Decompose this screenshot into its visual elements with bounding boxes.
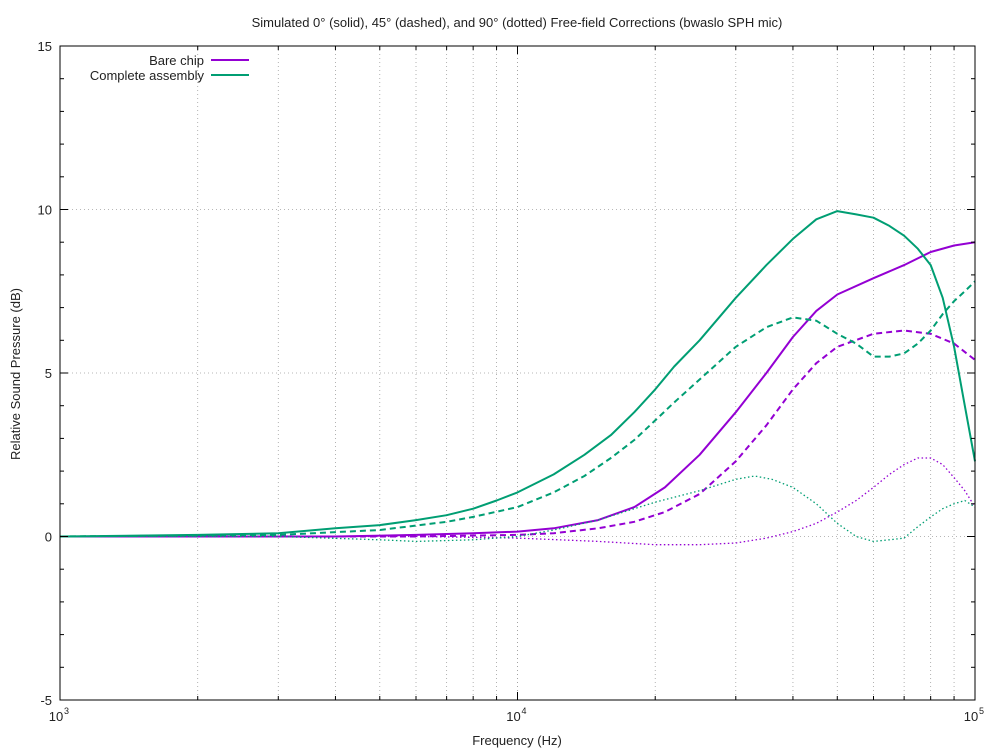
series-line-complete-assembly-0deg (59, 210, 976, 538)
series-line-bare-chip-45deg (60, 329, 976, 538)
x-axis-label: Frequency (Hz) (472, 733, 562, 748)
y-tick-label: 10 (38, 203, 52, 218)
y-tick-label: -5 (40, 693, 52, 708)
x-tick-labels: 10 3 10 4 10 5 (49, 706, 984, 724)
series-line-bare-chip-0deg (60, 241, 976, 538)
ticks (59, 45, 976, 701)
y-tick-label: 15 (38, 39, 52, 54)
y-tick-labels: -5 0 5 10 15 (38, 39, 52, 708)
x-tick-label-exponent: 3 (64, 706, 69, 716)
plot-frame (59, 45, 976, 701)
y-tick-label: 0 (45, 530, 52, 545)
x-tick-label-exponent: 4 (522, 706, 527, 716)
x-tick-label: 10 (506, 709, 520, 724)
x-tick-label-exponent: 5 (979, 706, 984, 716)
chart-title: Simulated 0° (solid), 45° (dashed), and … (252, 15, 783, 30)
legend: Bare chip Complete assembly (90, 53, 249, 83)
legend-label-complete-assembly: Complete assembly (90, 68, 205, 83)
y-tick-label: 5 (45, 366, 52, 381)
series-layer (59, 210, 976, 546)
series-line-complete-assembly-45deg (59, 280, 976, 538)
y-axis-label: Relative Sound Pressure (dB) (8, 288, 23, 460)
x-tick-label: 10 (49, 709, 63, 724)
series-line-complete-assembly-90deg (60, 475, 976, 543)
legend-label-bare-chip: Bare chip (149, 53, 204, 68)
x-tick-label: 10 (964, 709, 978, 724)
grid (60, 46, 975, 700)
